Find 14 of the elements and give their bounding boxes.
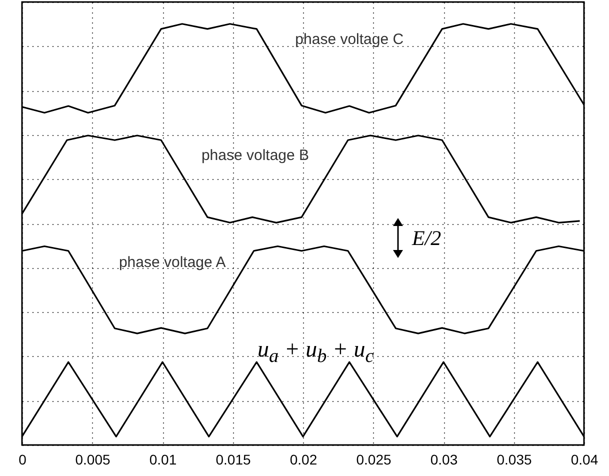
series-label: u$_{a}$ + u$_{b}$ + u$_{c}$ xyxy=(258,336,374,368)
x-tick-label: 0.01 xyxy=(149,452,177,468)
x-tick-label: 0.02 xyxy=(290,452,318,468)
series-label: phase voltage C xyxy=(295,31,404,48)
x-tick-label: 0.015 xyxy=(216,452,251,468)
series-label: phase voltage A xyxy=(118,254,226,271)
x-tick-label: 0.04 xyxy=(570,452,598,468)
x-tick-label: 0.005 xyxy=(75,452,110,468)
x-tick-label: 0 xyxy=(18,452,27,468)
x-tick-label: 0.025 xyxy=(356,452,392,468)
x-tick-label: 0.035 xyxy=(496,452,532,468)
x-tick-label: 0.03 xyxy=(430,452,458,468)
annotation: E/2 xyxy=(412,226,442,250)
series-label: phase voltage B xyxy=(201,146,310,164)
